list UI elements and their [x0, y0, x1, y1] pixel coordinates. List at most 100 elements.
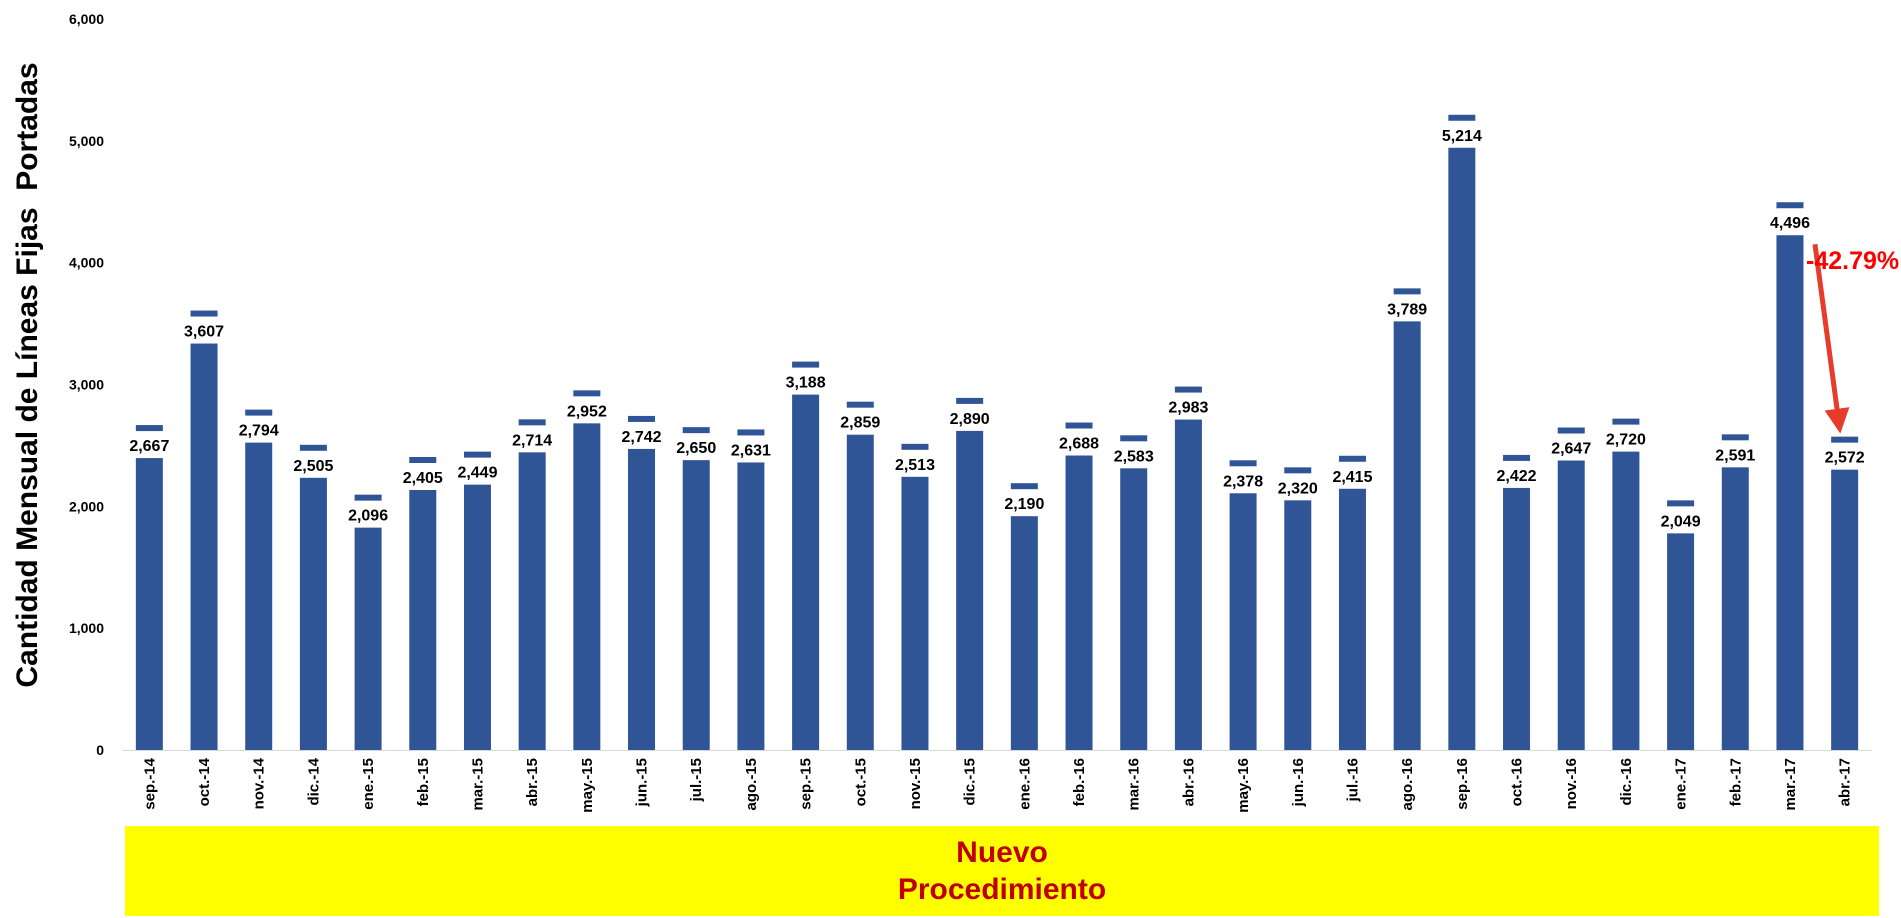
bar	[956, 430, 984, 750]
value-label: 2,688	[1059, 436, 1099, 453]
x-axis: sep.-14 oct.-14 nov.-14 dic.-14 ene.-15 feb.-…	[141, 757, 1853, 812]
bar	[1338, 488, 1366, 750]
y-tick-label: 5,000	[69, 133, 104, 149]
bars	[135, 114, 1859, 751]
bar	[901, 476, 929, 750]
x-tick-label: mar.-17	[1782, 758, 1799, 811]
bar-cap	[1503, 454, 1531, 461]
x-tick-label: oct.-14	[196, 757, 213, 806]
bar	[135, 458, 163, 750]
banner-line-1: Nuevo	[956, 836, 1048, 869]
value-label: 2,859	[840, 415, 880, 432]
bar-cap	[1393, 288, 1421, 295]
value-label: 2,320	[1278, 480, 1318, 497]
value-label: 3,607	[184, 324, 224, 341]
x-tick-label: oct.-15	[852, 758, 869, 806]
bar-cap	[1065, 422, 1093, 429]
bar	[737, 462, 765, 750]
bar	[1393, 321, 1421, 750]
bar-cap	[354, 494, 382, 501]
bar	[1503, 487, 1531, 750]
value-label: 2,794	[239, 423, 279, 440]
x-tick-label: dic.-14	[305, 757, 322, 805]
bar	[1010, 516, 1038, 750]
x-tick-label: oct.-16	[1509, 758, 1526, 806]
x-tick-label: ene.-15	[360, 758, 377, 810]
bar	[792, 394, 820, 750]
bar-cap	[1338, 455, 1366, 462]
x-tick-label: dic.-15	[962, 758, 979, 806]
bar-cap	[901, 443, 929, 450]
bar-cap	[846, 401, 874, 408]
x-tick-label: may.-16	[1235, 758, 1252, 813]
value-label: 2,742	[622, 429, 662, 446]
value-label: 2,405	[403, 470, 443, 487]
bar	[1229, 493, 1257, 750]
bar	[1284, 500, 1312, 750]
x-tick-label: ene.-16	[1016, 758, 1033, 810]
bar-cap	[1284, 467, 1312, 474]
bar	[846, 434, 874, 750]
value-label: 2,378	[1223, 473, 1263, 490]
banner-line-2: Procedimiento	[897, 873, 1107, 906]
bar-cap	[682, 427, 710, 434]
x-tick-label: sep.-16	[1454, 758, 1471, 810]
bar	[573, 423, 601, 750]
x-tick-label: nov.-14	[251, 757, 268, 809]
bar-cap	[1612, 418, 1640, 425]
x-tick-label: jul.-15	[688, 758, 705, 802]
value-label: 3,188	[786, 375, 826, 392]
x-tick-label: feb.-15	[415, 758, 432, 806]
bar	[1776, 235, 1804, 751]
bar-cap	[1010, 483, 1038, 490]
bar-cap	[628, 415, 656, 422]
value-label: 3,789	[1387, 301, 1427, 318]
bar	[628, 448, 656, 750]
y-tick-label: 3,000	[69, 377, 104, 393]
value-label: 2,572	[1825, 450, 1865, 467]
value-label: 2,583	[1114, 448, 1154, 465]
x-tick-label: sep.-15	[798, 758, 815, 810]
bar-cap	[409, 456, 437, 463]
value-label: 2,190	[1004, 496, 1044, 513]
bar-cap	[463, 451, 491, 458]
bar-cap	[1229, 460, 1257, 467]
bar-cap	[245, 409, 273, 416]
bar	[409, 489, 437, 750]
bar	[1065, 455, 1093, 750]
bar-cap	[518, 419, 546, 426]
x-tick-label: ago.-15	[743, 758, 760, 811]
value-label: 2,513	[895, 457, 935, 474]
bar	[1667, 533, 1695, 750]
bar-cap	[299, 444, 327, 451]
value-label: 2,505	[293, 458, 333, 475]
value-label: 2,415	[1332, 469, 1372, 486]
bar	[682, 460, 710, 750]
y-tick-label: 1,000	[69, 620, 104, 636]
value-label: 2,890	[950, 411, 990, 428]
bar-cap	[1557, 427, 1585, 434]
x-tick-label: jul.-16	[1344, 758, 1361, 802]
value-label: 2,983	[1168, 400, 1208, 417]
x-tick-label: abr.-16	[1180, 758, 1197, 806]
x-tick-label: abr.-17	[1837, 758, 1854, 806]
value-label: 4,496	[1770, 215, 1810, 232]
x-tick-label: ene.-17	[1673, 758, 1690, 810]
bar	[299, 477, 327, 750]
bar	[1557, 460, 1585, 750]
value-label: 2,631	[731, 442, 771, 459]
bar	[1831, 469, 1859, 750]
bar	[1612, 451, 1640, 750]
bar-cap	[1448, 114, 1476, 121]
bar-cap	[1120, 435, 1148, 442]
bar-cap	[956, 397, 984, 404]
nuevo-procedimiento-banner: Nuevo Procedimiento	[125, 826, 1879, 916]
y-axis-title-text: Cantidad Mensual de Líneas Fijas Portada…	[11, 62, 44, 688]
bar	[1174, 419, 1202, 750]
percent-change-annotation: -42.79%	[1806, 247, 1900, 275]
bar	[1448, 147, 1476, 751]
bar	[518, 452, 546, 750]
x-tick-label: jun.-15	[634, 758, 651, 807]
bar	[245, 442, 273, 750]
x-tick-label: may.-15	[579, 758, 596, 813]
